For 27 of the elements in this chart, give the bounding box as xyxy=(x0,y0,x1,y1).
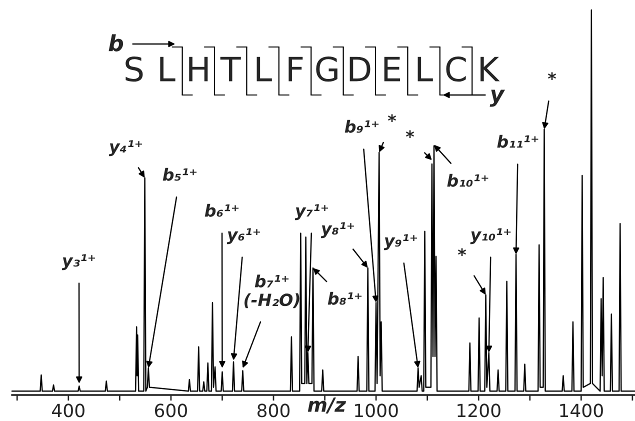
x-tick-label: 600 xyxy=(154,404,187,418)
annotation: b xyxy=(108,34,124,52)
annotation: * xyxy=(388,114,396,122)
annotation: y xyxy=(490,90,506,107)
x-axis-title: m/z xyxy=(308,398,346,414)
x-tick-label: 1200 xyxy=(458,404,500,418)
x-tick-label: 1000 xyxy=(355,404,398,418)
annotation: y₉¹⁺ xyxy=(384,234,418,250)
annotation: y₈¹⁺ xyxy=(320,222,354,238)
annotation: b₆¹⁺ xyxy=(204,204,239,217)
annotation: b₈¹⁺ xyxy=(328,292,362,305)
annotation: b₅¹⁺ xyxy=(162,168,197,181)
annotation: y₁₀¹⁺ xyxy=(470,228,511,244)
annotation: b₁₁¹⁺ xyxy=(497,134,538,148)
annotation: y₃¹⁺ xyxy=(62,254,96,270)
annotation: y₇¹⁺ xyxy=(294,204,328,220)
annotation: b₁₀¹⁺ xyxy=(447,174,488,187)
annotation: b₉¹⁺ xyxy=(344,120,379,133)
annotation: y₄¹⁺ xyxy=(108,140,142,156)
annotation: b₇¹⁺ (-H₂O) xyxy=(244,274,300,308)
x-tick-label: 400 xyxy=(52,404,84,418)
annotation: y₆¹⁺ xyxy=(226,228,260,244)
x-tick-label: 1400 xyxy=(560,404,603,418)
annotation: * xyxy=(458,248,466,256)
annotation: * xyxy=(548,72,556,80)
annotation: * xyxy=(406,130,414,138)
x-tick-label: 800 xyxy=(258,404,290,418)
